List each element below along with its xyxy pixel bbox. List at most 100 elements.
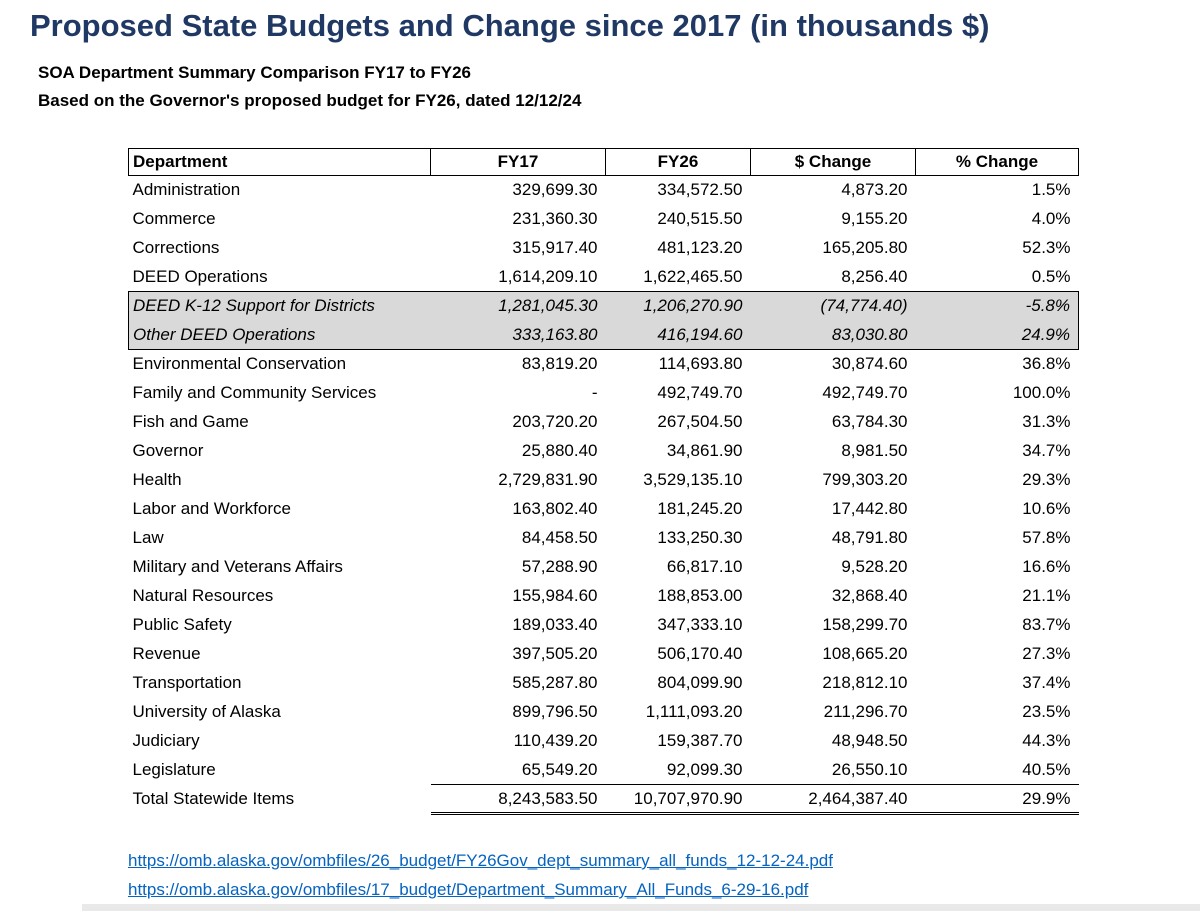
department-cell: Fish and Game (132, 412, 249, 431)
percent-change-cell: 40.5% (1022, 759, 1071, 779)
fy17-cell: 329,699.30 (512, 180, 598, 200)
department-cell: Environmental Conservation (132, 354, 347, 374)
department-cell: Judiciary (132, 731, 200, 750)
department-cell: Law (132, 528, 164, 547)
table-row: Natural Resources 155,984.60 188,853.00 32,… (129, 582, 1079, 611)
dollar-change-cell: 218,812.10 (822, 673, 908, 692)
dollar-change-cell: 158,299.70 (822, 615, 908, 634)
percent-change-cell: 23.5% (1022, 702, 1071, 721)
fy26-cell: 1,111,093.20 (645, 702, 743, 721)
percent-change-cell: 34.7% (1022, 441, 1071, 460)
fy17-cell: 1,614,209.10 (498, 266, 598, 286)
fy26-cell: 133,250.30 (657, 528, 743, 547)
dollar-change-cell: 4,873.20 (841, 180, 908, 200)
table-row: Environmental Conservation 83,819.20 114,6… (129, 350, 1079, 379)
column-header-department: Department (128, 148, 431, 176)
fy26-cell: 10,707,970.90 (605, 784, 751, 815)
department-cell: Revenue (132, 644, 201, 663)
department-cell: Governor (132, 441, 204, 460)
department-cell: Health (132, 470, 182, 489)
dollar-change-cell: 17,442.80 (831, 499, 908, 518)
department-cell: University of Alaska (132, 702, 281, 721)
dollar-change-cell: 8,256.40 (841, 266, 908, 286)
table-row: Commerce 231,360.30 240,515.50 9,155.20 4.0% (129, 205, 1079, 234)
link-fy17-budget-pdf[interactable]: https://omb.alaska.gov/ombfiles/17_budge… (128, 880, 809, 899)
dollar-change-cell: 63,784.30 (831, 412, 908, 431)
dollar-change-cell: 2,464,387.40 (750, 784, 916, 815)
fy17-cell: 315,917.40 (512, 238, 598, 257)
percent-change-cell: 10.6% (1022, 499, 1071, 518)
fy17-cell: 110,439.20 (513, 731, 598, 750)
table-row: Labor and Workforce 163,802.40 181,245.20 1… (129, 495, 1079, 524)
table-row: Legislature 65,549.20 92,099.30 26,550.10 40… (129, 756, 1079, 785)
source-links: https://omb.alaska.gov/ombfiles/26_budge… (128, 851, 833, 909)
dollar-change-cell: 492,749.70 (822, 383, 908, 402)
subtitle-comparison: SOA Department Summary Comparison FY17 t… (38, 63, 471, 82)
dollar-change-cell: 32,868.40 (831, 586, 908, 605)
dollar-change-cell: 165,205.80 (822, 238, 908, 257)
department-cell: Commerce (132, 209, 216, 228)
table-row: Corrections 315,917.40 481,123.20 165,205.8… (129, 234, 1079, 263)
fy17-cell: 585,287.80 (512, 673, 598, 692)
link-fy26-budget-pdf[interactable]: https://omb.alaska.gov/ombfiles/26_budge… (128, 851, 833, 870)
percent-change-cell: 44.3% (1022, 731, 1071, 750)
percent-change-cell: 29.3% (1022, 470, 1071, 489)
percent-change-cell: 100.0% (1012, 383, 1071, 402)
dollar-change-cell: 48,791.80 (831, 528, 908, 547)
percent-change-cell: 24.9% (915, 320, 1079, 350)
percent-change-cell: 21.1% (1022, 586, 1071, 605)
fy26-cell: 506,170.40 (657, 644, 743, 663)
percent-change-cell: 83.7% (1022, 615, 1071, 634)
fy26-cell: 240,515.50 (657, 209, 743, 228)
fy17-cell: - (591, 383, 598, 402)
fy17-cell: 203,720.20 (512, 412, 598, 431)
department-cell: Administration (132, 180, 241, 200)
percent-change-cell: 27.3% (1022, 644, 1071, 663)
fy17-cell: 899,796.50 (512, 702, 598, 721)
column-header-fy26: FY26 (605, 148, 751, 176)
percent-change-cell: 4.0% (1031, 209, 1071, 228)
table-body: Administration 329,699.30 334,572.50 4,873.… (128, 176, 1079, 815)
department-cell: Total Statewide Items (132, 789, 295, 808)
column-header-percent-change: % Change (915, 148, 1079, 176)
fy26-cell: 3,529,135.10 (643, 470, 743, 489)
subtitle-source-note: Based on the Governor's proposed budget … (38, 91, 582, 110)
table-row: Other DEED Operations 333,163.80 416,194.6… (128, 320, 1079, 350)
fy26-cell: 92,099.30 (666, 759, 743, 779)
fy26-cell: 804,099.90 (657, 673, 743, 692)
fy26-cell: 188,853.00 (657, 586, 743, 605)
dollar-change-cell: 9,528.20 (841, 557, 908, 576)
department-cell: Labor and Workforce (132, 499, 291, 518)
department-cell: Military and Veterans Affairs (132, 557, 343, 576)
fy17-cell: 84,458.50 (521, 528, 598, 547)
table-row: Public Safety 189,033.40 347,333.10 158,299… (129, 611, 1079, 640)
fy17-cell: 189,033.40 (512, 615, 598, 634)
fy17-cell: 231,360.30 (512, 209, 598, 228)
percent-change-cell: 16.6% (1022, 557, 1071, 576)
fy26-cell: 181,245.20 (657, 499, 743, 518)
table-total-row: Total Statewide Items 8,243,583.50 10,707,… (129, 784, 1079, 815)
percent-change-cell: 31.3% (1022, 412, 1071, 431)
department-cell: DEED Operations (132, 266, 268, 286)
fy17-cell: 1,281,045.30 (430, 291, 606, 321)
department-cell: Transportation (132, 673, 242, 692)
fy17-cell: 65,549.20 (521, 759, 598, 779)
percent-change-cell: 0.5% (1031, 266, 1071, 286)
fy26-cell: 347,333.10 (657, 615, 743, 634)
department-cell: Legislature (132, 760, 216, 779)
fy26-cell: 334,572.50 (657, 180, 743, 200)
department-cell: Public Safety (132, 615, 232, 634)
fy26-cell: 66,817.10 (666, 557, 743, 576)
percent-change-cell: 29.9% (915, 784, 1079, 815)
department-cell: Family and Community Services (132, 383, 377, 402)
percent-change-cell: 52.3% (1022, 238, 1071, 257)
window-bottom-edge (82, 904, 1200, 911)
column-header-dollar-change: $ Change (750, 148, 916, 176)
budget-table: Department FY17 FY26 $ Change % Change A… (128, 148, 1079, 815)
table-row: Health 2,729,831.90 3,529,135.10 799,303.20… (129, 466, 1079, 495)
fy26-cell: 481,123.20 (657, 238, 743, 257)
dollar-change-cell: 799,303.20 (822, 470, 908, 489)
table-row: Administration 329,699.30 334,572.50 4,873.… (129, 176, 1079, 205)
fy17-cell: 333,163.80 (430, 320, 606, 350)
table-row: Transportation 585,287.80 804,099.90 218,81… (129, 669, 1079, 698)
